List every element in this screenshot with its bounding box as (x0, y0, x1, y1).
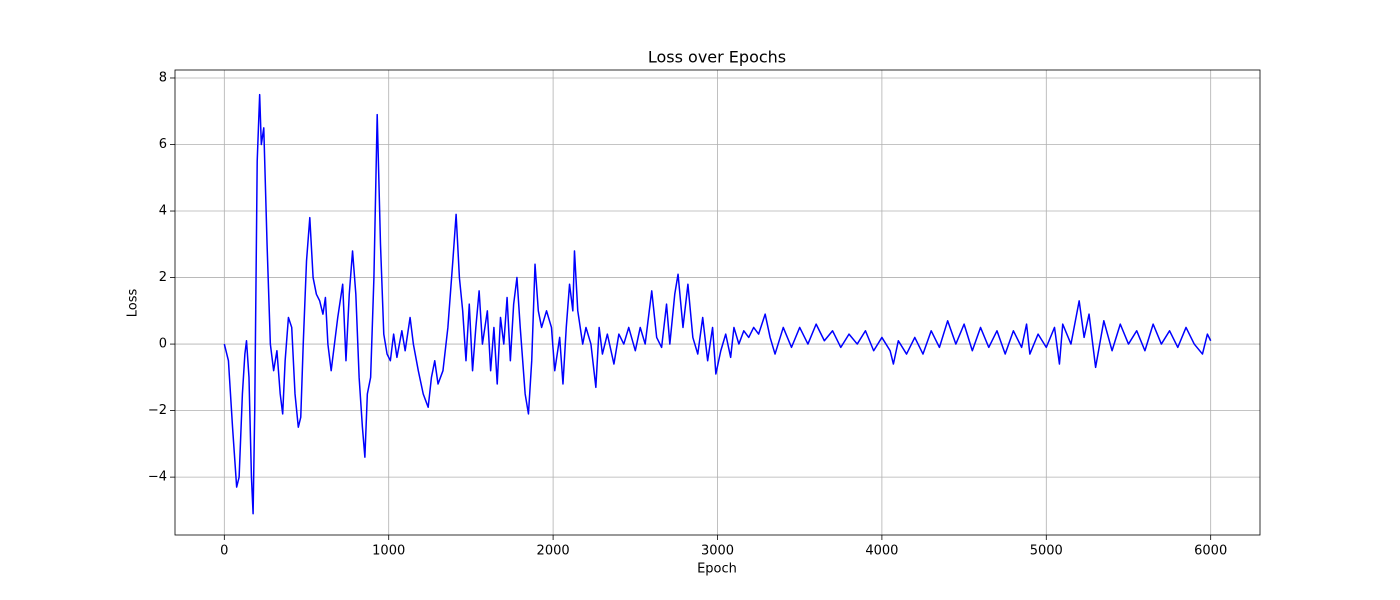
loss-line (223, 93, 1212, 515)
y-tick-label: 6 (159, 137, 167, 152)
y-tick-label: 2 (159, 270, 167, 285)
x-tick-label: 3000 (701, 544, 734, 559)
y-axis-label: Loss (126, 289, 141, 318)
y-tick-label: −4 (148, 470, 167, 485)
y-tick-label: 8 (159, 70, 167, 85)
y-tick-label: 4 (159, 204, 167, 219)
x-tick-label: 5000 (1030, 544, 1063, 559)
plot-frame (174, 69, 1261, 536)
x-tick-label: 4000 (865, 544, 898, 559)
x-tick-label: 6000 (1194, 544, 1227, 559)
x-tick-label: 2000 (537, 544, 570, 559)
x-axis-label: Epoch (697, 562, 737, 577)
x-tick-label: 0 (220, 544, 228, 559)
y-tick-label: 0 (159, 337, 167, 352)
chart-title: Loss over Epochs (648, 48, 786, 67)
y-tick-label: −2 (148, 403, 167, 418)
x-tick-label: 1000 (372, 544, 405, 559)
